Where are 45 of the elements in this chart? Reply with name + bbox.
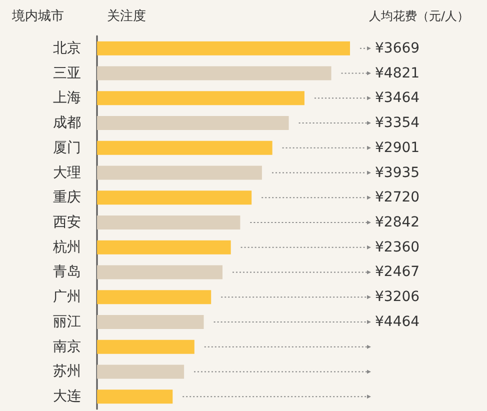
bar (97, 390, 173, 404)
bar (97, 66, 332, 80)
text: ¥2720 (375, 190, 420, 206)
y-tick-label: 上海 (53, 90, 81, 106)
text: ¥4821 (375, 65, 420, 82)
y-tick-label: 丽江 (53, 314, 81, 330)
text: ¥2467 (375, 264, 420, 280)
y-tick-label: 苏州 (53, 364, 81, 380)
bar (97, 116, 289, 130)
text: ¥3354 (375, 115, 420, 132)
bar (97, 190, 252, 205)
bar (97, 41, 350, 56)
y-tick-label: 杭州 (52, 239, 81, 256)
y-tick-label: 重庆 (53, 190, 81, 206)
y-tick-label: 南京 (53, 338, 81, 355)
y-tick-label: 北京 (53, 40, 81, 56)
bar (97, 290, 212, 304)
y-tick-label: 青岛 (53, 264, 81, 280)
bar (97, 166, 262, 180)
y-tick-label: 三亚 (53, 65, 81, 82)
bar (97, 314, 204, 329)
bar (97, 364, 184, 379)
text: ¥3464 (375, 90, 420, 106)
bar (97, 265, 222, 280)
bar (97, 340, 194, 354)
text: 人均花费（元/人） (368, 9, 470, 23)
text: ¥2360 (375, 239, 420, 256)
text: ¥3206 (375, 289, 420, 306)
y-tick-label: 大理 (53, 164, 81, 181)
y-axis-title: 境内城市 (11, 8, 64, 24)
text: ¥4464 (375, 314, 420, 330)
y-tick-label: 西安 (53, 214, 81, 230)
y-tick-label: 大连 (53, 388, 81, 405)
text: ¥2901 (375, 140, 420, 156)
text: ¥3669 (375, 40, 420, 56)
bar (97, 240, 231, 254)
y-tick-label: 成都 (53, 115, 81, 132)
text: ¥2842 (375, 214, 420, 230)
y-tick-label: 广州 (53, 289, 81, 306)
x-axis-title: 关注度 (107, 8, 146, 24)
bar (97, 216, 240, 230)
bar (97, 91, 304, 106)
bar (97, 140, 272, 155)
y-tick-label: 厦门 (53, 140, 81, 156)
text: ¥3935 (375, 164, 420, 181)
